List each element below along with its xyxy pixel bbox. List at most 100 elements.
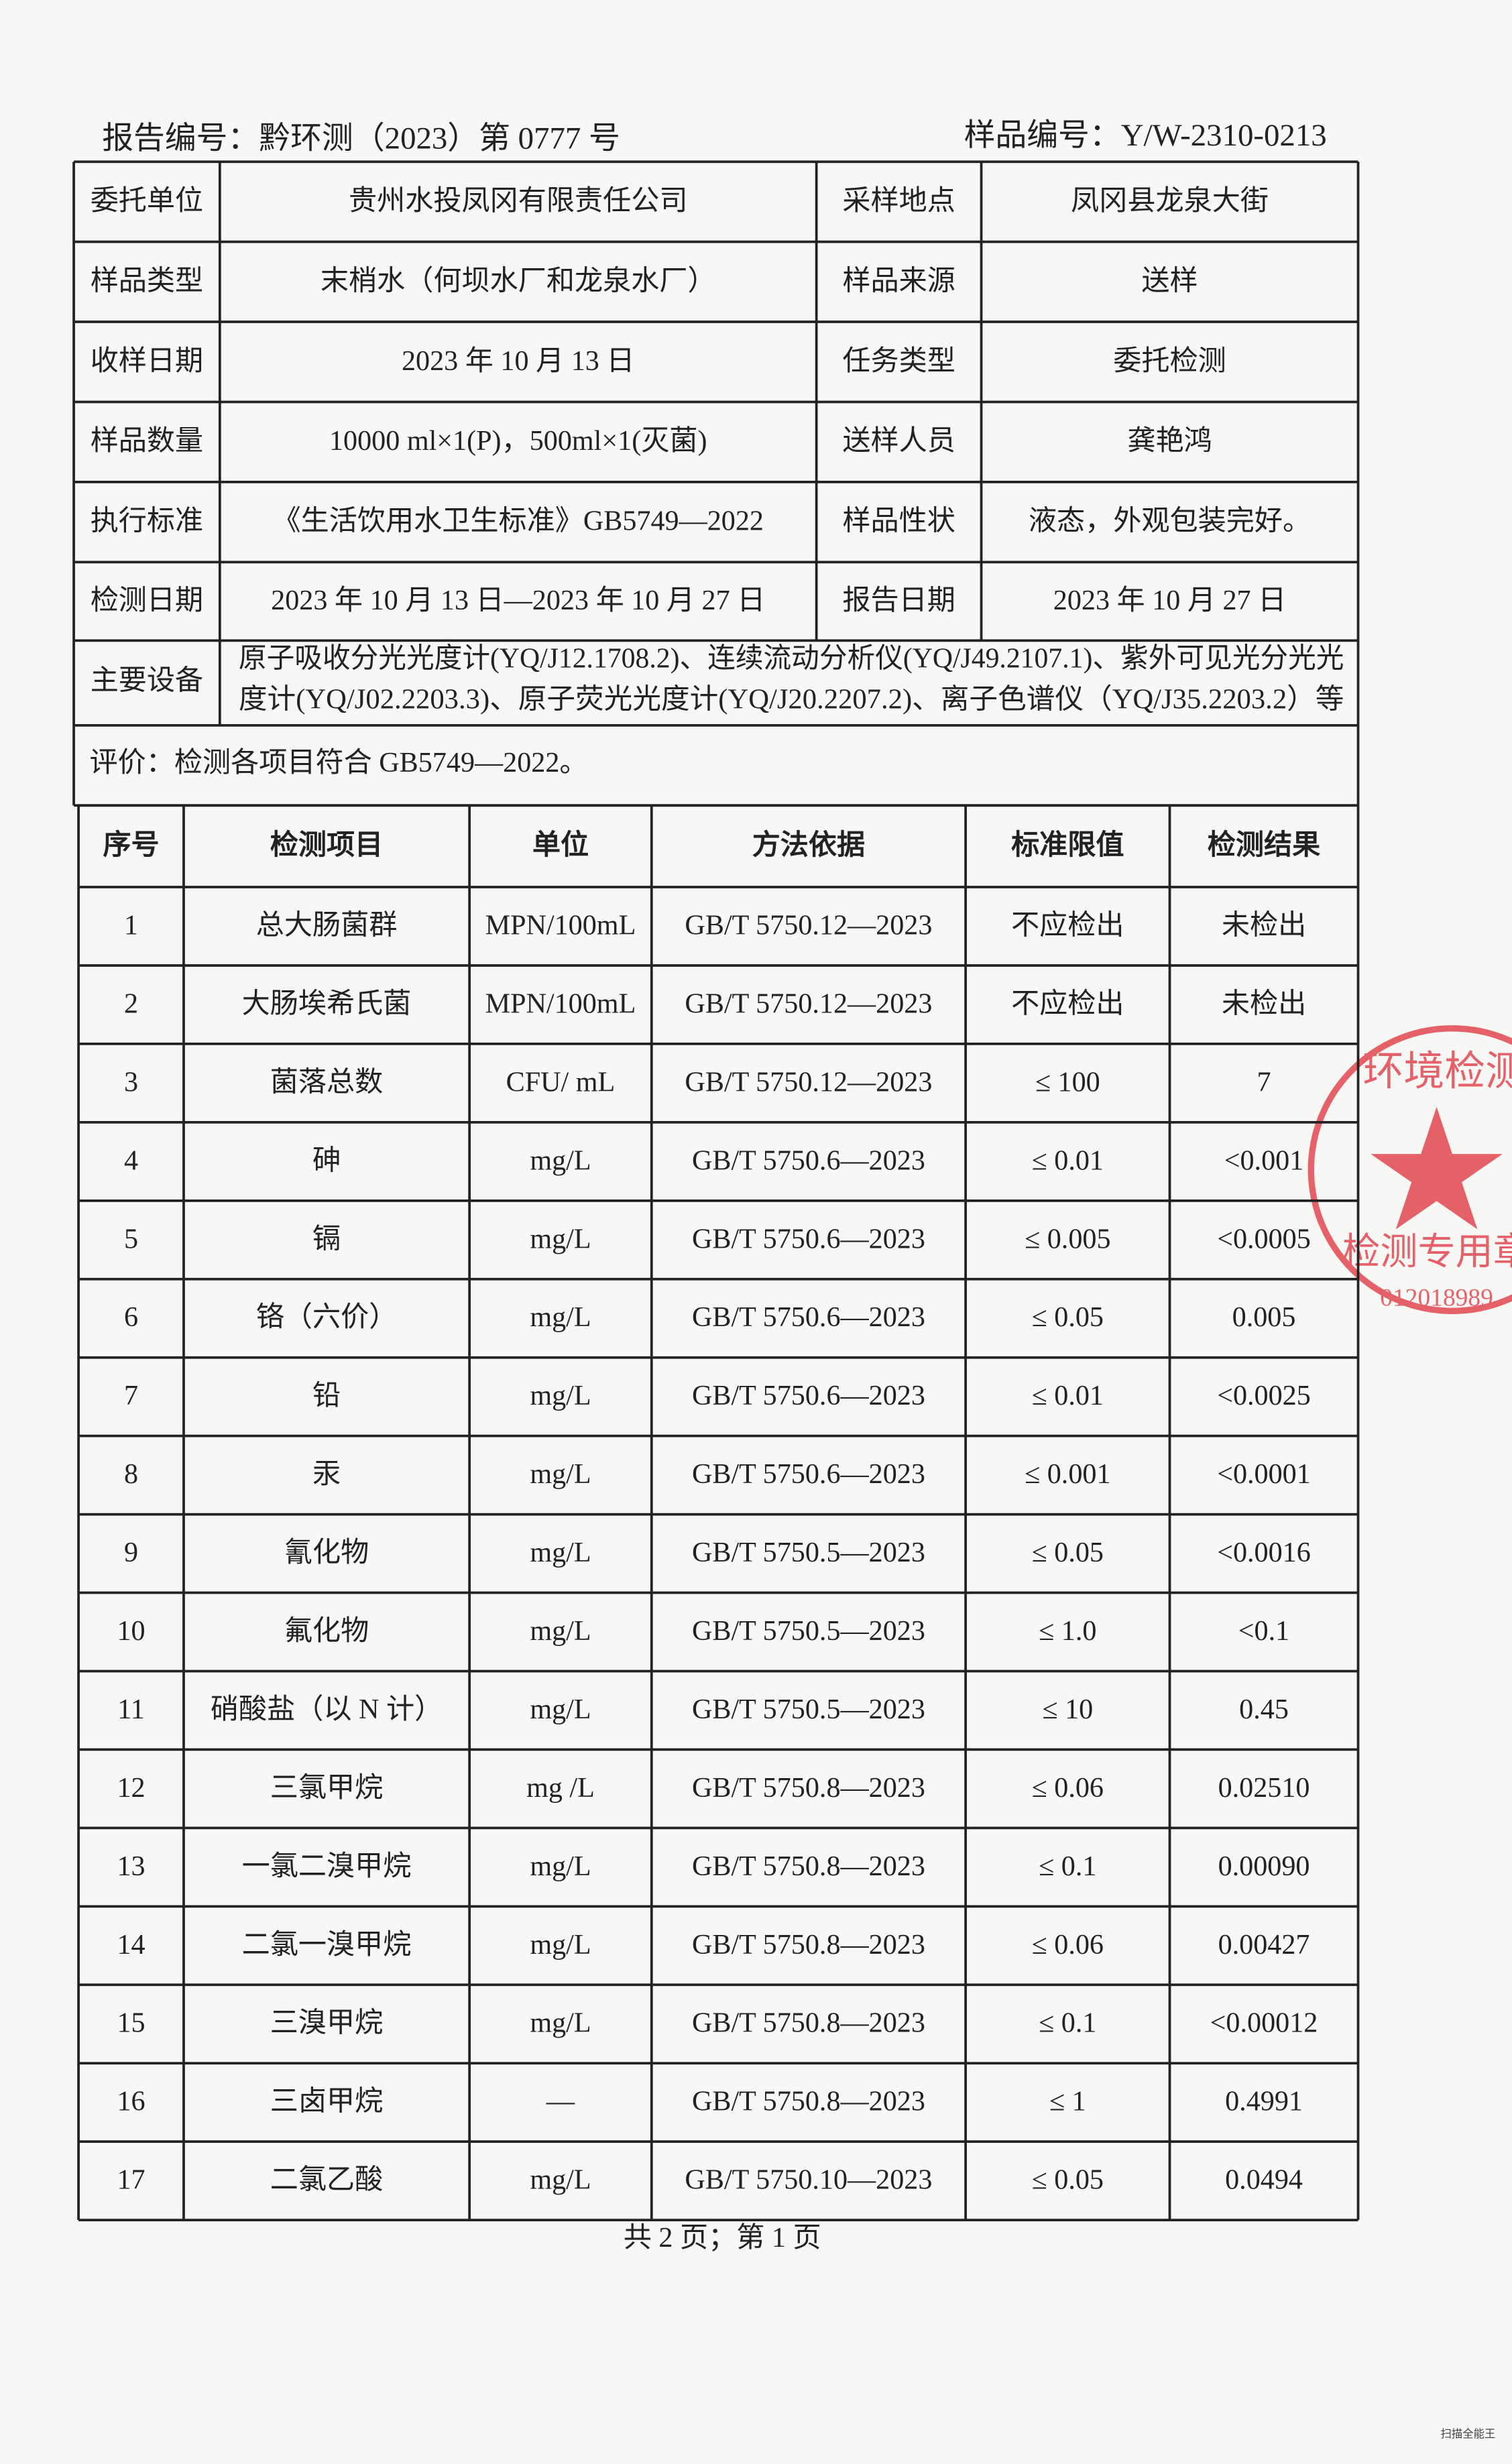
info-label: 采样地点	[842, 185, 955, 217]
results-cell: 铅	[312, 1380, 341, 1411]
results-cell: 0.0494	[1225, 2164, 1303, 2196]
info-value: 贵州水投凤冈有限责任公司	[349, 185, 688, 217]
results-cell: 菌落总数	[270, 1066, 384, 1098]
results-cell: 三卤甲烷	[270, 2086, 384, 2117]
results-cell: GB/T 5750.5—2023	[692, 1694, 925, 1725]
results-cell: GB/T 5750.12—2023	[685, 1066, 932, 1098]
results-cell: GB/T 5750.6—2023	[692, 1223, 925, 1254]
info-value: 送样	[1141, 265, 1198, 296]
results-cell: 0.00427	[1218, 1929, 1310, 1960]
stamp-code: 012018989	[1380, 1284, 1493, 1311]
results-cell: mg/L	[530, 1929, 591, 1960]
equipment-text: 度计(YQ/J02.2203.3)、原子荧光光度计(YQ/J20.2207.2)…	[239, 683, 1344, 715]
results-cell: mg/L	[530, 1458, 591, 1490]
info-label: 任务类型	[842, 345, 955, 377]
results-cell: ≤ 0.05	[1032, 2164, 1104, 2196]
results-cell: GB/T 5750.8—2023	[692, 2086, 925, 2117]
results-cell: 4	[124, 1145, 138, 1176]
results-cell: ≤ 1.0	[1039, 1615, 1096, 1647]
stamp-star	[1371, 1106, 1503, 1230]
results-cell: 二氯一溴甲烷	[242, 1929, 412, 1960]
results-cell: GB/T 5750.6—2023	[692, 1458, 925, 1490]
stamp: 环境检测 检测专用章 012018989	[1307, 1025, 1512, 1314]
results-cell: ≤ 0.1	[1039, 2007, 1096, 2039]
results-cell: ≤ 0.005	[1025, 1223, 1110, 1254]
results-cell: 10	[117, 1615, 145, 1647]
info-value: 龚艳鸿	[1127, 425, 1212, 457]
results-cell: 0.00090	[1218, 1851, 1310, 1882]
stamp-bottom: 检测专用章	[1342, 1232, 1512, 1273]
info-label: 样品性状	[842, 506, 955, 537]
results-cell: 0.4991	[1225, 2086, 1303, 2117]
results-cell: 15	[117, 2007, 145, 2039]
info-label: 执行标准	[91, 506, 204, 537]
results-cell: 不应检出	[1011, 910, 1124, 941]
results-cell: mg/L	[530, 1615, 591, 1647]
results-cell: 11	[117, 1694, 145, 1725]
results-cell: 1	[124, 910, 138, 941]
results-cell: GB/T 5750.6—2023	[692, 1380, 925, 1411]
watermark: 扫描全能王	[1440, 2428, 1495, 2441]
results-cell: 0.45	[1239, 1694, 1289, 1725]
equipment-text: 原子吸收分光光度计(YQ/J12.1708.2)、连续流动分析仪(YQ/J49.…	[239, 643, 1344, 674]
results-header: 标准限值	[1011, 829, 1124, 861]
results-cell: MPN/100mL	[485, 988, 636, 1019]
results-cell: MPN/100mL	[485, 910, 636, 941]
results-header: 方法依据	[752, 829, 866, 861]
results-cell: 氟化物	[284, 1615, 369, 1647]
info-value: 2023 年 10 月 27 日	[1053, 585, 1287, 616]
results-cell: 0.02510	[1218, 1772, 1310, 1804]
info-value: 凤冈县龙泉大街	[1071, 185, 1269, 217]
results-cell: GB/T 5750.8—2023	[692, 1929, 925, 1960]
info-value: 液态，外观包装完好。	[1029, 506, 1311, 537]
info-value: 《生活饮用水卫生标准》GB5749—2022	[272, 506, 764, 537]
info-label: 样品类型	[91, 265, 204, 296]
results-cell: mg/L	[530, 2164, 591, 2196]
results-cell: 6	[124, 1301, 138, 1333]
stamp-ring	[1307, 1025, 1512, 1314]
results-cell: ≤ 0.1	[1039, 1851, 1096, 1882]
results-cell: ≤ 100	[1035, 1066, 1100, 1098]
results-cell: GB/T 5750.5—2023	[692, 1615, 925, 1647]
info-label: 检测日期	[91, 585, 204, 616]
results-cell: mg/L	[530, 1694, 591, 1725]
results-cell: 9	[124, 1537, 138, 1568]
results-cell: <0.00012	[1210, 2007, 1318, 2039]
results-cell: 二氯乙酸	[270, 2164, 384, 2196]
info-value: 10000 ml×1(P)，500ml×1(灭菌)	[329, 425, 707, 457]
results-cell: 13	[117, 1851, 145, 1882]
info-label: 主要设备	[91, 664, 204, 696]
results-cell: —	[546, 2086, 575, 2117]
results-cell: 汞	[312, 1458, 341, 1490]
results-cell: 17	[117, 2164, 145, 2196]
info-value: 委托检测	[1113, 345, 1226, 377]
results-cell: GB/T 5750.8—2023	[692, 1851, 925, 1882]
results-cell: 氰化物	[284, 1537, 369, 1568]
results-cell: GB/T 5750.5—2023	[692, 1537, 925, 1568]
results-cell: GB/T 5750.8—2023	[692, 2007, 925, 2039]
results-cell: <0.001	[1224, 1145, 1304, 1176]
info-label: 送样人员	[842, 425, 955, 457]
results-cell: <0.0025	[1217, 1380, 1311, 1411]
results-cell: mg/L	[530, 1537, 591, 1568]
results-cell: GB/T 5750.6—2023	[692, 1301, 925, 1333]
results-cell: 5	[124, 1223, 138, 1254]
results-cell: GB/T 5750.10—2023	[685, 2164, 932, 2196]
results-cell: 总大肠菌群	[256, 910, 398, 941]
sample-number: 样品编号：Y/W-2310-0213	[964, 118, 1327, 153]
results-cell: mg/L	[530, 1223, 591, 1254]
results-cell: 砷	[312, 1145, 341, 1176]
results-cell: GB/T 5750.12—2023	[685, 910, 932, 941]
results-cell: GB/T 5750.6—2023	[692, 1145, 925, 1176]
results-cell: <0.0001	[1217, 1458, 1311, 1490]
results-cell: GB/T 5750.12—2023	[685, 988, 932, 1019]
results-cell: 三氯甲烷	[270, 1772, 384, 1804]
results-cell: ≤ 0.01	[1032, 1380, 1104, 1411]
results-cell: ≤ 1	[1049, 2086, 1086, 2117]
results-header: 序号	[103, 829, 159, 861]
results-cell: 16	[117, 2086, 145, 2117]
results-cell: <0.0016	[1217, 1537, 1311, 1568]
results-cell: 三溴甲烷	[270, 2007, 384, 2039]
